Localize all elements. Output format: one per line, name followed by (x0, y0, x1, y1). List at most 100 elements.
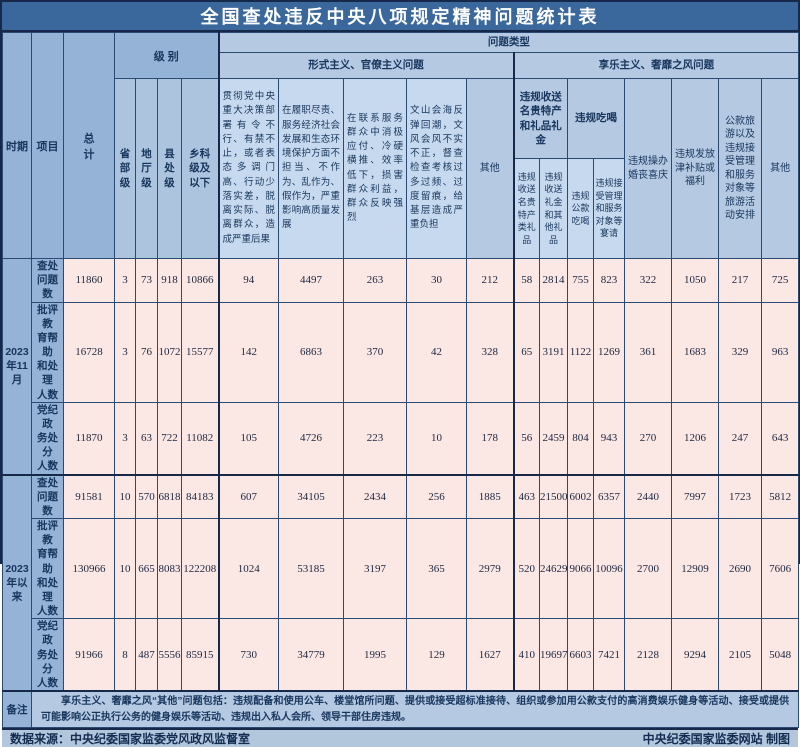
value-cell: 217 (718, 258, 762, 303)
value-cell: 10866 (181, 258, 219, 303)
value-cell: 2814 (539, 258, 568, 303)
value-cell: 322 (624, 258, 672, 303)
row-label: 查处 问题数 (31, 258, 64, 303)
value-cell: 1885 (466, 473, 514, 520)
table-row: 批评教 育帮助 和处理 人数 130966 10 665 8083 122208 1024 5… (3, 518, 800, 620)
value-cell: 643 (760, 401, 800, 476)
col-header-formalism-4: 文山会海反弹回潮，文风会风不实不正，督查检查考核过多过频、过度留痕，给基层造成严… (406, 78, 467, 259)
value-cell: 6818 (157, 473, 182, 520)
value-cell: 3 (114, 301, 136, 403)
value-cell: 142 (217, 301, 279, 403)
value-cell: 370 (343, 301, 407, 403)
value-cell: 725 (760, 258, 800, 303)
value-cell: 15577 (181, 301, 219, 403)
col-header-dining-public-funds: 违规公款吃喝 (567, 158, 594, 259)
value-cell: 12909 (671, 518, 719, 620)
value-cell: 10 (114, 473, 136, 520)
value-cell: 19697 (539, 618, 568, 692)
table-row: 党纪政 务处分 人数 11870 3 63 722 11082 105 4726 223 10 17… (3, 401, 800, 476)
value-cell: 410 (512, 618, 540, 692)
col-header-weddings-funerals: 违规操办婚丧喜庆 (624, 78, 672, 259)
value-cell: 30 (406, 258, 467, 303)
value-cell: 9294 (671, 618, 719, 692)
value-cell: 487 (135, 618, 158, 692)
value-cell: 34105 (278, 473, 344, 520)
value-cell: 56 (512, 401, 540, 476)
value-cell: 7606 (760, 518, 800, 620)
col-header-county-level: 县 处 级 (157, 78, 182, 259)
col-header-public-funded-travel: 公款旅游以及违规接受管理和服务对象等旅游活动安排 (718, 78, 762, 259)
col-header-township-level: 乡科 级及 以下 (181, 78, 219, 259)
col-header-province-level: 省 部 级 (114, 78, 136, 259)
value-cell: 223 (343, 401, 407, 476)
value-cell: 2700 (624, 518, 672, 620)
value-cell: 607 (217, 473, 279, 520)
col-group-hedonism: 享乐主义、奢靡之风问题 (512, 52, 800, 79)
value-cell: 3197 (343, 518, 407, 620)
value-cell: 84183 (181, 473, 219, 520)
footer: 数据来源：中央纪委国家监委党风政风监督室 中央纪委国家监委网站 制图 (2, 728, 798, 747)
value-cell: 94 (217, 258, 279, 303)
value-cell: 1723 (718, 473, 762, 520)
value-cell: 365 (406, 518, 467, 620)
col-group-formalism: 形式主义、官僚主义问题 (217, 52, 514, 79)
period-cell: 2023 年以 来 (2, 473, 32, 692)
value-cell: 129 (406, 618, 467, 692)
value-cell: 7421 (593, 618, 625, 692)
value-cell: 58 (512, 258, 540, 303)
value-cell: 16728 (63, 301, 115, 403)
table-row: 党纪政 务处分 人数 91966 8 487 5556 85915 730 34779 1995… (3, 618, 800, 692)
row-label: 批评教 育帮助 和处理 人数 (31, 301, 64, 403)
value-cell: 1627 (466, 618, 514, 692)
value-cell: 1995 (343, 618, 407, 692)
value-cell: 1683 (671, 301, 719, 403)
value-cell: 91966 (63, 618, 115, 692)
value-cell: 8 (114, 618, 136, 692)
value-cell: 918 (157, 258, 182, 303)
value-cell: 6863 (278, 301, 344, 403)
value-cell: 3 (114, 258, 136, 303)
value-cell: 520 (512, 518, 540, 620)
col-header-item: 项目 (31, 32, 64, 259)
period-cell: 2023 年11 月 (2, 257, 32, 476)
col-header-hedonism-other: 其他 (760, 78, 800, 259)
value-cell: 10 (114, 518, 136, 620)
col-group-gifts: 违规收送名贵特产和礼品礼金 (512, 78, 568, 159)
row-label: 查处 问题数 (31, 473, 64, 520)
value-cell: 2459 (539, 401, 568, 476)
table-row: 2023 年11 月查处 问题数 11860 3 73 918 10866 94 4497 26… (2, 257, 800, 476)
value-cell: 73 (135, 258, 158, 303)
remark-label: 备注 (2, 690, 32, 729)
data-source-text: 数据来源：中央纪委国家监委党风政风监督室 (10, 732, 251, 747)
value-cell: 105 (217, 401, 279, 476)
table-body: 2023 年11 月查处 问题数 11860 3 73 918 10866 94 4497 26… (2, 257, 800, 692)
value-cell: 270 (624, 401, 672, 476)
value-cell: 2979 (466, 518, 514, 620)
value-cell: 85915 (181, 618, 219, 692)
value-cell: 1122 (567, 301, 594, 403)
value-cell: 24629 (539, 518, 568, 620)
col-header-formalism-2: 在履职尽责、服务经济社会发展和生态环境保护方面不担当、不作为、乱作为、假作为，严… (278, 78, 344, 259)
value-cell: 570 (135, 473, 158, 520)
value-cell: 5812 (760, 473, 800, 520)
value-cell: 755 (567, 258, 594, 303)
value-cell: 2105 (718, 618, 762, 692)
value-cell: 943 (593, 401, 625, 476)
table-header: 时期 项目 总 计 级 别 问题类型 形式主义、官僚主义问题 享乐主义、奢靡之风… (2, 32, 800, 259)
table-row: 批评教 育帮助 和处理 人数 16728 3 76 1072 15577 142 6863 37… (3, 301, 800, 403)
value-cell: 5556 (157, 618, 182, 692)
value-cell: 21500 (539, 473, 568, 520)
value-cell: 823 (593, 258, 625, 303)
value-cell: 2440 (624, 473, 672, 520)
col-header-prefecture-level: 地 厅 级 (135, 78, 158, 259)
value-cell: 91581 (63, 473, 115, 520)
col-header-formalism-3: 在联系服务群众中消极应付、冷硬横推、效率低下，损害群众利益，群众反映强烈 (343, 78, 407, 259)
value-cell: 42 (406, 301, 467, 403)
value-cell: 722 (157, 401, 182, 476)
page-title: 全国查处违反中央八项规定精神问题统计表 (2, 2, 798, 32)
value-cell: 63 (135, 401, 158, 476)
value-cell: 328 (466, 301, 514, 403)
col-header-allowances: 违规发放津补贴或福利 (671, 78, 719, 259)
value-cell: 247 (718, 401, 762, 476)
value-cell: 130966 (63, 518, 115, 620)
